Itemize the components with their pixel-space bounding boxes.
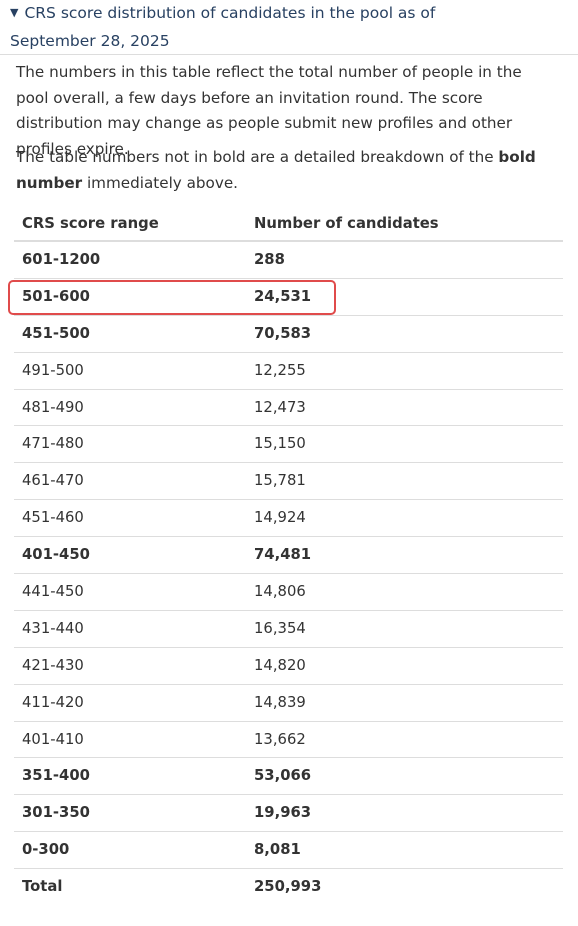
table-row: 421-430 14,820: [14, 648, 563, 685]
breakdown-note-text-end: immediately above.: [82, 173, 239, 192]
score-range-cell: 411-420: [22, 693, 84, 711]
table-row: 431-440 16,354: [14, 611, 563, 648]
table-row: 411-420 14,839: [14, 685, 563, 722]
candidate-count-cell: 14,820: [254, 656, 306, 674]
score-range-cell: 481-490: [22, 398, 84, 416]
candidate-count-cell: 15,781: [254, 472, 306, 490]
candidate-count-cell: 14,839: [254, 693, 306, 711]
details-summary-text: CRS score distribution of candidates in …: [10, 4, 436, 50]
intro-paragraph: The numbers in this table reflect the to…: [16, 63, 522, 158]
candidate-count-cell: 19,963: [254, 804, 312, 822]
candidate-count-cell: 70,583: [254, 324, 312, 342]
candidate-count-cell: 53,066: [254, 767, 312, 785]
candidate-count-cell: 250,993: [254, 878, 322, 896]
highlight-box: [8, 280, 336, 315]
table-row: 441-450 14,806: [14, 574, 563, 611]
table-row: 401-450 74,481: [14, 537, 563, 575]
table-row: 481-490 12,473: [14, 390, 563, 427]
table-total-row: Total 250,993: [14, 869, 563, 906]
candidate-count-cell: 12,473: [254, 398, 306, 416]
breakdown-note: The table numbers not in bold are a deta…: [16, 145, 556, 196]
table-row: 471-480 15,150: [14, 426, 563, 464]
candidate-count-cell: 12,255: [254, 361, 306, 379]
score-range-cell: 461-470: [22, 472, 84, 490]
score-range-cell: 451-500: [22, 324, 90, 342]
table-row: 501-600 24,531: [14, 279, 563, 316]
score-range-cell: 471-480: [22, 435, 84, 453]
table-row: 451-460 14,924: [14, 500, 563, 538]
candidate-count-cell: 288: [254, 251, 285, 268]
candidate-count-cell: 8,081: [254, 841, 301, 859]
crs-distribution-table: CRS score range Number of candidates 601…: [14, 206, 563, 906]
candidate-count-cell: 16,354: [254, 619, 306, 637]
score-range-cell: 491-500: [22, 361, 84, 379]
candidate-count-cell: 13,662: [254, 730, 306, 748]
summary-divider: [0, 54, 578, 55]
breakdown-note-bold: bold number: [16, 148, 536, 192]
table-row: 491-500 12,255: [14, 353, 563, 390]
table-row: 461-470 15,781: [14, 463, 563, 501]
table-row: 401-410 13,662: [14, 722, 563, 759]
score-range-cell: Total: [22, 878, 63, 896]
score-range-cell: 601-1200: [22, 251, 101, 268]
candidate-count-cell: 14,806: [254, 583, 306, 601]
table-row: 0-300 8,081: [14, 832, 563, 870]
score-range-cell: 301-350: [22, 804, 90, 822]
table-row: 451-500 70,583: [14, 316, 563, 353]
score-range-cell: 421-430: [22, 656, 84, 674]
candidate-count-cell: 74,481: [254, 546, 312, 564]
table-row: 601-1200 288: [14, 242, 563, 279]
score-range-cell: 441-450: [22, 583, 84, 601]
triangle-down-icon: ▼: [10, 6, 19, 19]
score-range-cell: 401-410: [22, 730, 84, 748]
column-header-count: Number of candidates: [254, 215, 439, 232]
score-range-cell: 351-400: [22, 767, 90, 785]
column-header-range: CRS score range: [22, 215, 159, 232]
score-range-cell: 0-300: [22, 841, 70, 859]
table-row: 351-400 53,066: [14, 758, 563, 796]
score-range-cell: 431-440: [22, 619, 84, 637]
details-summary-toggle[interactable]: ▼ CRS score distribution of candidates in…: [10, 0, 450, 54]
score-range-cell: 501-600: [22, 287, 90, 305]
candidate-count-cell: 14,924: [254, 509, 306, 527]
candidate-count-cell: 24,531: [254, 287, 312, 305]
score-range-cell: 401-450: [22, 546, 90, 564]
score-range-cell: 451-460: [22, 509, 84, 527]
candidate-count-cell: 15,150: [254, 435, 306, 453]
table-row: 301-350 19,963: [14, 795, 563, 833]
table-header-row: CRS score range Number of candidates: [14, 206, 563, 242]
breakdown-note-text-start: The table numbers not in bold are a deta…: [16, 148, 499, 166]
